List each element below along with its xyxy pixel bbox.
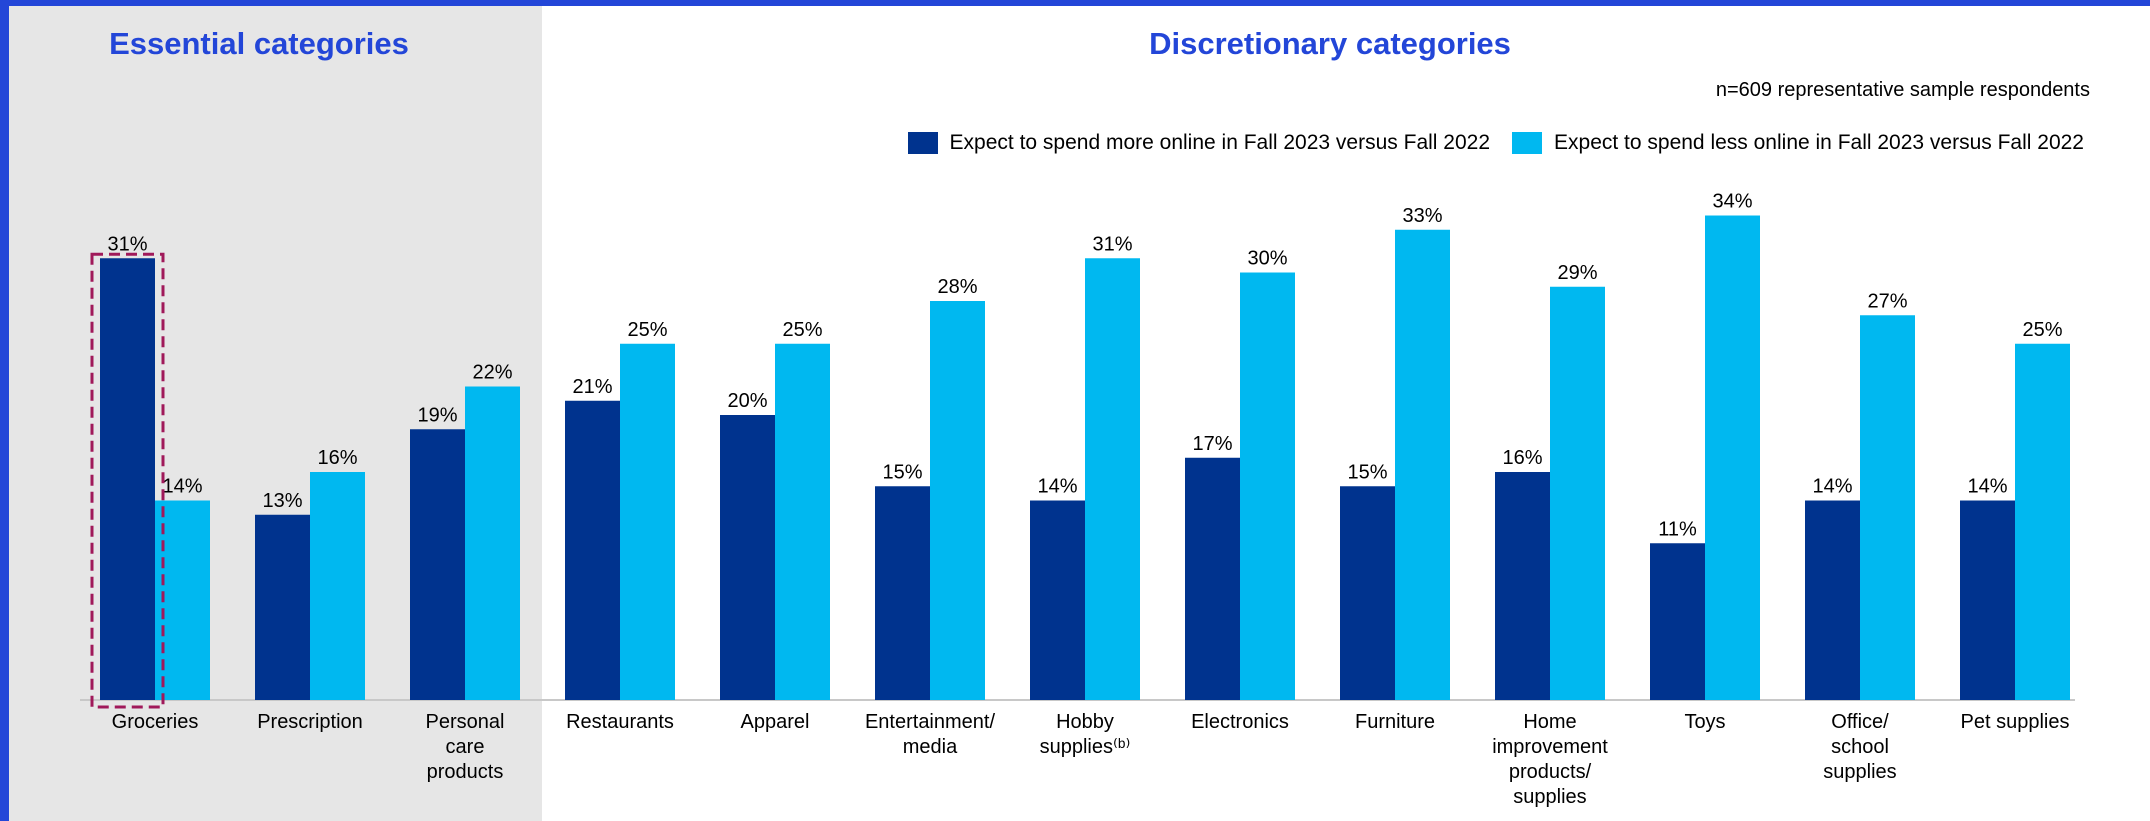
category-label-5-line-1: media — [903, 736, 958, 758]
value-label-more-5: 15% — [882, 461, 922, 483]
value-label-less-8: 33% — [1402, 205, 1442, 227]
essential-categories-title: Essential categories — [109, 26, 409, 61]
bar-less-2 — [465, 386, 520, 700]
top-accent-bar — [0, 0, 2150, 6]
category-label-2-line-1: care — [446, 736, 485, 758]
category-label-9-line-3: supplies — [1513, 786, 1586, 808]
value-label-more-12: 14% — [1967, 476, 2007, 498]
value-label-less-11: 27% — [1867, 290, 1907, 312]
value-label-more-9: 16% — [1502, 447, 1542, 469]
category-label-9-line-1: improvement — [1492, 736, 1608, 758]
value-label-less-10: 34% — [1712, 191, 1752, 213]
category-label-0-line-0: Groceries — [112, 711, 199, 733]
bar-less-4 — [775, 343, 830, 700]
value-label-more-11: 14% — [1812, 476, 1852, 498]
value-label-less-7: 30% — [1247, 248, 1287, 270]
sample-size-note: n=609 representative sample respondents — [1715, 79, 2090, 101]
bar-less-3 — [620, 343, 675, 700]
value-label-less-6: 31% — [1092, 233, 1132, 255]
bar-less-9 — [1550, 286, 1605, 700]
bar-more-5 — [875, 486, 930, 700]
category-label-6-line-1: supplies⁽ᵇ⁾ — [1040, 736, 1131, 758]
value-label-less-2: 22% — [472, 362, 512, 384]
bar-more-3 — [565, 400, 620, 700]
bar-more-11 — [1805, 500, 1860, 700]
left-accent-bar — [0, 0, 9, 821]
category-label-1-line-0: Prescription — [257, 711, 363, 733]
value-label-more-0: 31% — [107, 233, 147, 255]
bar-less-11 — [1860, 315, 1915, 700]
category-label-11-line-1: school — [1831, 736, 1889, 758]
category-label-4-line-0: Apparel — [741, 711, 810, 733]
category-label-10-line-0: Toys — [1684, 711, 1725, 733]
value-label-more-2: 19% — [417, 404, 457, 426]
category-label-11-line-2: supplies — [1823, 761, 1896, 783]
value-label-less-12: 25% — [2022, 319, 2062, 341]
bar-more-6 — [1030, 500, 1085, 700]
value-label-more-6: 14% — [1037, 476, 1077, 498]
bar-more-2 — [410, 429, 465, 700]
bar-more-8 — [1340, 486, 1395, 700]
bar-more-9 — [1495, 472, 1550, 700]
category-label-2-line-0: Personal — [426, 711, 505, 733]
chart-legend: Expect to spend more online in Fall 2023… — [907, 131, 2084, 155]
category-label-9-line-2: products/ — [1509, 761, 1592, 783]
bar-more-7 — [1185, 457, 1240, 700]
category-label-7-line-0: Electronics — [1191, 711, 1289, 733]
legend-label-less: Expect to spend less online in Fall 2023… — [1554, 131, 2084, 154]
discretionary-categories-title: Discretionary categories — [1149, 26, 1511, 61]
legend-swatch-less — [1512, 132, 1543, 154]
legend-swatch-more — [907, 132, 938, 154]
value-label-less-5: 28% — [937, 276, 977, 298]
category-label-6-line-0: Hobby — [1056, 711, 1114, 733]
value-label-more-3: 21% — [572, 376, 612, 398]
category-label-2-line-2: products — [427, 761, 504, 783]
bar-less-7 — [1240, 272, 1295, 700]
value-label-less-3: 25% — [627, 319, 667, 341]
category-label-11-line-0: Office/ — [1831, 711, 1889, 733]
bar-less-5 — [930, 301, 985, 700]
value-label-less-1: 16% — [317, 447, 357, 469]
legend-item-more: Expect to spend more online in Fall 2023… — [907, 131, 1491, 155]
category-label-9-line-0: Home — [1523, 711, 1576, 733]
bar-less-8 — [1395, 229, 1450, 700]
value-label-more-1: 13% — [262, 490, 302, 512]
bar-more-0 — [100, 258, 155, 700]
highlight-box — [90, 252, 165, 709]
bar-more-10 — [1650, 543, 1705, 700]
value-label-more-8: 15% — [1347, 461, 1387, 483]
bar-less-6 — [1085, 258, 1140, 700]
legend-item-less: Expect to spend less online in Fall 2023… — [1512, 131, 2084, 155]
value-label-less-9: 29% — [1557, 262, 1597, 284]
bar-more-12 — [1960, 500, 2015, 700]
value-label-more-10: 11% — [1658, 518, 1697, 540]
value-label-less-4: 25% — [782, 319, 822, 341]
value-label-more-7: 17% — [1192, 433, 1232, 455]
category-label-3-line-0: Restaurants — [566, 711, 674, 733]
bar-less-1 — [310, 472, 365, 700]
category-label-5-line-0: Entertainment/ — [865, 711, 996, 733]
value-label-less-0: 14% — [162, 476, 202, 498]
bar-less-12 — [2015, 343, 2070, 700]
bar-less-10 — [1705, 215, 1760, 700]
bar-more-1 — [255, 514, 310, 700]
category-label-12-line-0: Pet supplies — [1961, 711, 2070, 733]
bar-more-4 — [720, 415, 775, 700]
category-label-8-line-0: Furniture — [1355, 711, 1435, 733]
value-label-more-4: 20% — [727, 390, 767, 412]
legend-label-more: Expect to spend more online in Fall 2023… — [949, 131, 1491, 154]
